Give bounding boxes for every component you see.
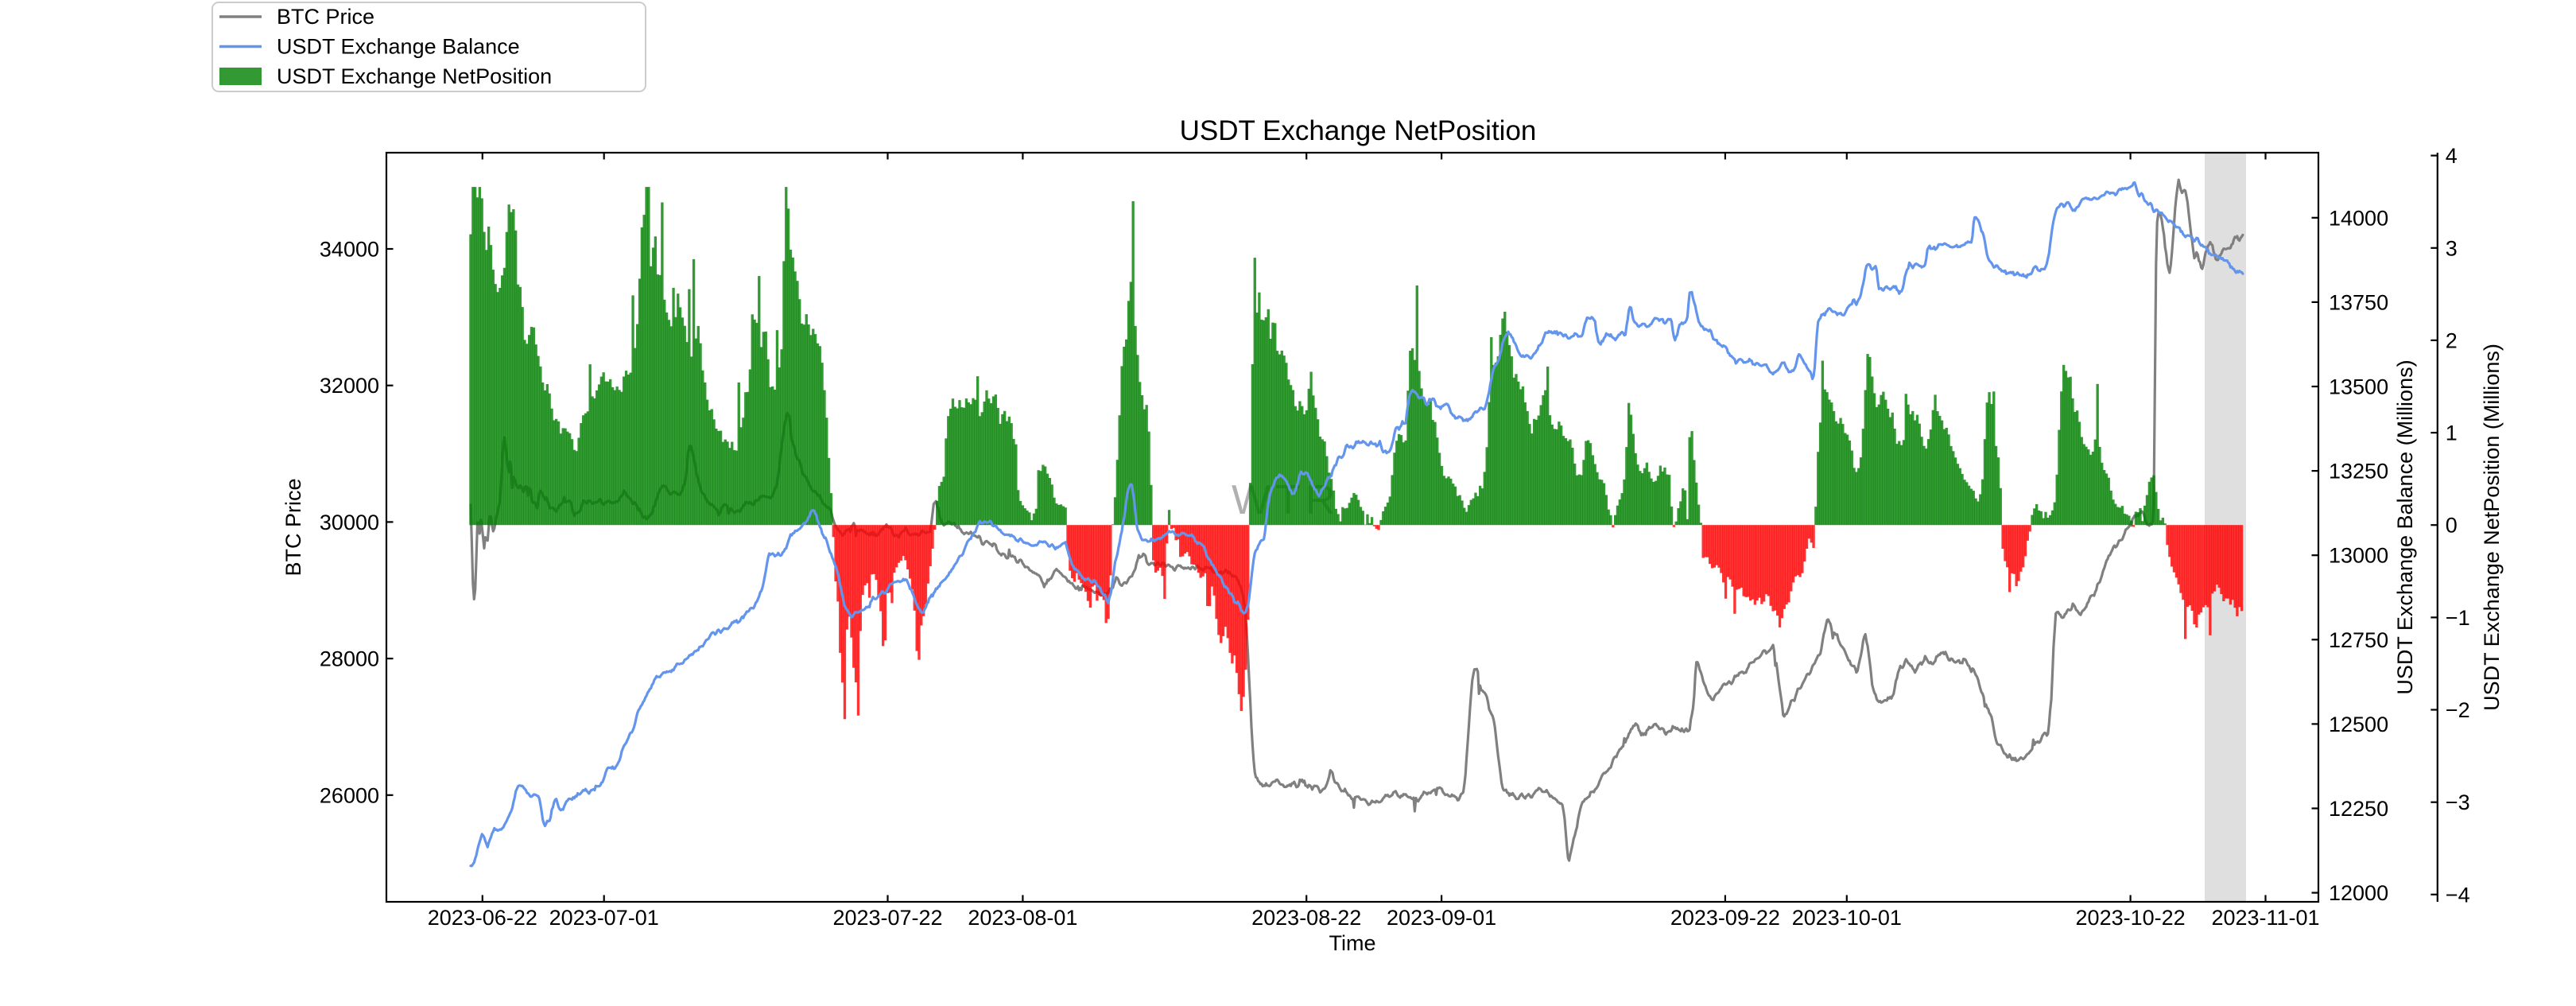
svg-text:BTC Price: BTC Price [281, 478, 305, 576]
svg-text:2023-09-01: 2023-09-01 [1387, 906, 1496, 930]
svg-text:2023-07-01: 2023-07-01 [549, 906, 659, 930]
svg-text:USDT Exchange NetPosition: USDT Exchange NetPosition [277, 64, 552, 88]
svg-text:2: 2 [2446, 328, 2458, 352]
svg-text:13500: 13500 [2329, 375, 2388, 399]
svg-text:26000: 26000 [320, 783, 379, 807]
svg-text:2023-08-01: 2023-08-01 [968, 906, 1077, 930]
svg-text:2023-08-22: 2023-08-22 [1251, 906, 1361, 930]
svg-text:−4: −4 [2446, 883, 2470, 907]
svg-text:2023-10-01: 2023-10-01 [1792, 906, 1902, 930]
svg-text:USDT Exchange NetPosition (Mil: USDT Exchange NetPosition (Millions) [2480, 344, 2504, 711]
svg-text:2023-10-22: 2023-10-22 [2076, 906, 2186, 930]
svg-text:1: 1 [2446, 421, 2458, 445]
svg-text:−1: −1 [2446, 606, 2470, 630]
svg-text:32000: 32000 [320, 374, 379, 398]
svg-text:0: 0 [2446, 514, 2458, 538]
svg-text:USDT Exchange NetPosition: USDT Exchange NetPosition [1180, 115, 1537, 146]
svg-text:12750: 12750 [2329, 628, 2388, 652]
svg-text:BTC Price: BTC Price [277, 5, 374, 29]
svg-text:−3: −3 [2446, 790, 2470, 814]
svg-text:USDT Exchange Balance: USDT Exchange Balance [277, 35, 520, 59]
svg-text:12500: 12500 [2329, 713, 2388, 736]
svg-text:28000: 28000 [320, 647, 379, 671]
svg-text:4: 4 [2446, 144, 2458, 168]
svg-text:12250: 12250 [2329, 797, 2388, 821]
svg-text:−2: −2 [2446, 698, 2470, 722]
svg-text:13750: 13750 [2329, 290, 2388, 314]
svg-text:12000: 12000 [2329, 881, 2388, 905]
svg-text:2023-11-01: 2023-11-01 [2211, 906, 2319, 930]
svg-text:34000: 34000 [320, 238, 379, 262]
svg-text:2023-07-22: 2023-07-22 [832, 906, 942, 930]
svg-text:Time: Time [1329, 931, 1376, 955]
svg-text:USDT Exchange Balance (Million: USDT Exchange Balance (Millions) [2393, 359, 2417, 694]
svg-text:2023-06-22: 2023-06-22 [428, 906, 537, 930]
svg-text:3: 3 [2446, 236, 2458, 260]
svg-text:30000: 30000 [320, 511, 379, 534]
svg-text:13000: 13000 [2329, 544, 2388, 568]
svg-text:13250: 13250 [2329, 460, 2388, 484]
svg-text:14000: 14000 [2329, 206, 2388, 230]
svg-text:2023-09-22: 2023-09-22 [1670, 906, 1780, 930]
